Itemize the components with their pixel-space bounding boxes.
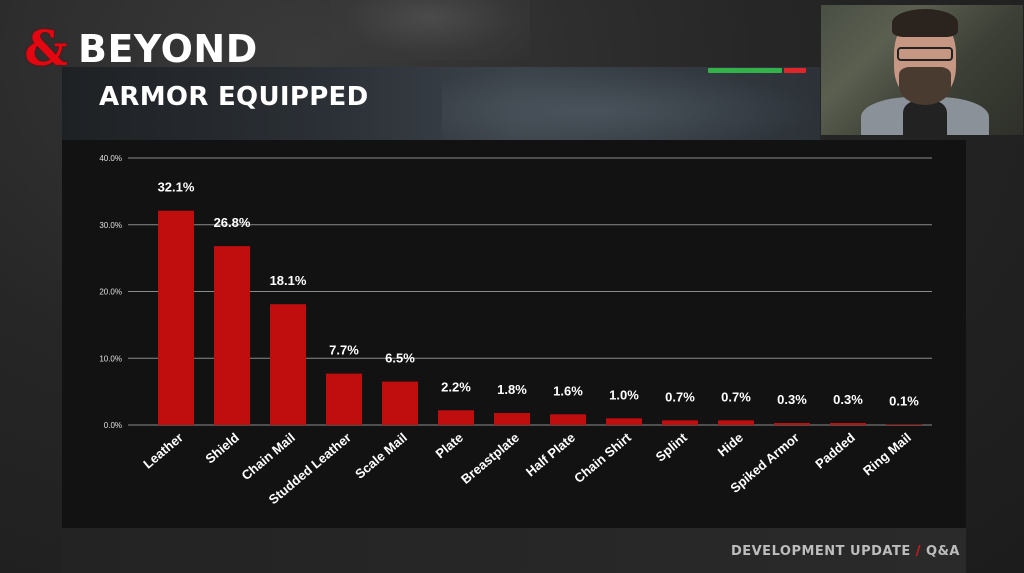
x-tick-label: Breastplate [458, 430, 522, 487]
x-tick-label: Chain Shirt [571, 429, 634, 485]
screen-share-bar[interactable] [708, 68, 806, 73]
data-label: 0.3% [777, 392, 807, 407]
data-label: 7.7% [329, 343, 359, 358]
data-label: 26.8% [214, 215, 251, 230]
bar-3 [326, 373, 362, 425]
bar-5 [438, 410, 474, 425]
data-label: 0.3% [833, 392, 863, 407]
data-label: 0.7% [665, 389, 695, 404]
sharing-indicator [708, 68, 782, 73]
x-tick-label: Scale Mail [352, 430, 410, 482]
brand-name: BEYOND [78, 27, 258, 71]
data-label: 1.8% [497, 382, 527, 397]
bar-2 [270, 304, 306, 425]
x-tick-label: Shield [202, 430, 242, 467]
x-tick-label: Padded [812, 430, 858, 472]
bar-1 [214, 246, 250, 425]
footer-slash: / [915, 544, 922, 559]
x-tick-label: Leather [140, 430, 186, 472]
data-label: 32.1% [158, 180, 195, 195]
bar-10 [718, 420, 754, 425]
footer-right: Q&A [926, 544, 960, 559]
footer-left: DEVELOPMENT UPDATE [730, 544, 911, 559]
y-tick-label: 10.0% [99, 354, 122, 363]
chart-panel: 0.0% 10.0% 20.0% 30.0% 40.0% 32.1% Leather 26.8… [62, 140, 966, 528]
bar-12 [830, 422, 866, 425]
data-label: 2.2% [441, 379, 471, 394]
x-tick-label: Plate [432, 430, 465, 461]
background-dice [330, 0, 530, 60]
data-label: 0.7% [721, 389, 751, 404]
stop-share-button[interactable] [784, 68, 806, 73]
footer-strip [62, 528, 966, 573]
dnd-ampersand-logo: & [24, 21, 68, 77]
bar-chart: 0.0% 10.0% 20.0% 30.0% 40.0% 32.1% Leather 26.8… [99, 154, 932, 507]
slide-title: ARMOR EQUIPPED [99, 82, 369, 112]
x-tick-label: Splint [653, 429, 691, 464]
footer-caption: DEVELOPMENT UPDATE / Q&A [731, 544, 960, 559]
x-tick-label: Half Plate [523, 430, 578, 480]
x-tick-label: Hide [715, 430, 746, 460]
bar-9 [662, 420, 698, 425]
dnd-beyond-logo: & BEYOND [18, 24, 258, 74]
presenter-glasses [897, 47, 953, 61]
y-tick-label: 0.0% [104, 421, 122, 430]
x-tick-label: Ring Mail [860, 430, 914, 479]
data-label: 18.1% [270, 273, 307, 288]
data-label: 0.1% [889, 393, 919, 408]
y-tick-label: 20.0% [99, 288, 122, 297]
bar-8 [606, 418, 642, 425]
bar-6 [494, 412, 530, 425]
bar-0 [158, 210, 194, 425]
data-label: 1.0% [609, 387, 639, 402]
bar-13 [886, 424, 922, 425]
bar-4 [382, 381, 418, 425]
presenter-hair [892, 9, 958, 37]
y-tick-label: 40.0% [99, 154, 122, 163]
presenter-beard [899, 67, 951, 105]
data-label: 1.6% [553, 383, 583, 398]
slide-title-banner: ARMOR EQUIPPED [62, 67, 820, 140]
bar-7 [550, 414, 586, 425]
data-label: 6.5% [385, 351, 415, 366]
y-tick-label: 30.0% [99, 221, 122, 230]
bar-11 [774, 422, 810, 425]
presenter-shirt [903, 101, 947, 135]
webcam-feed [821, 5, 1023, 135]
